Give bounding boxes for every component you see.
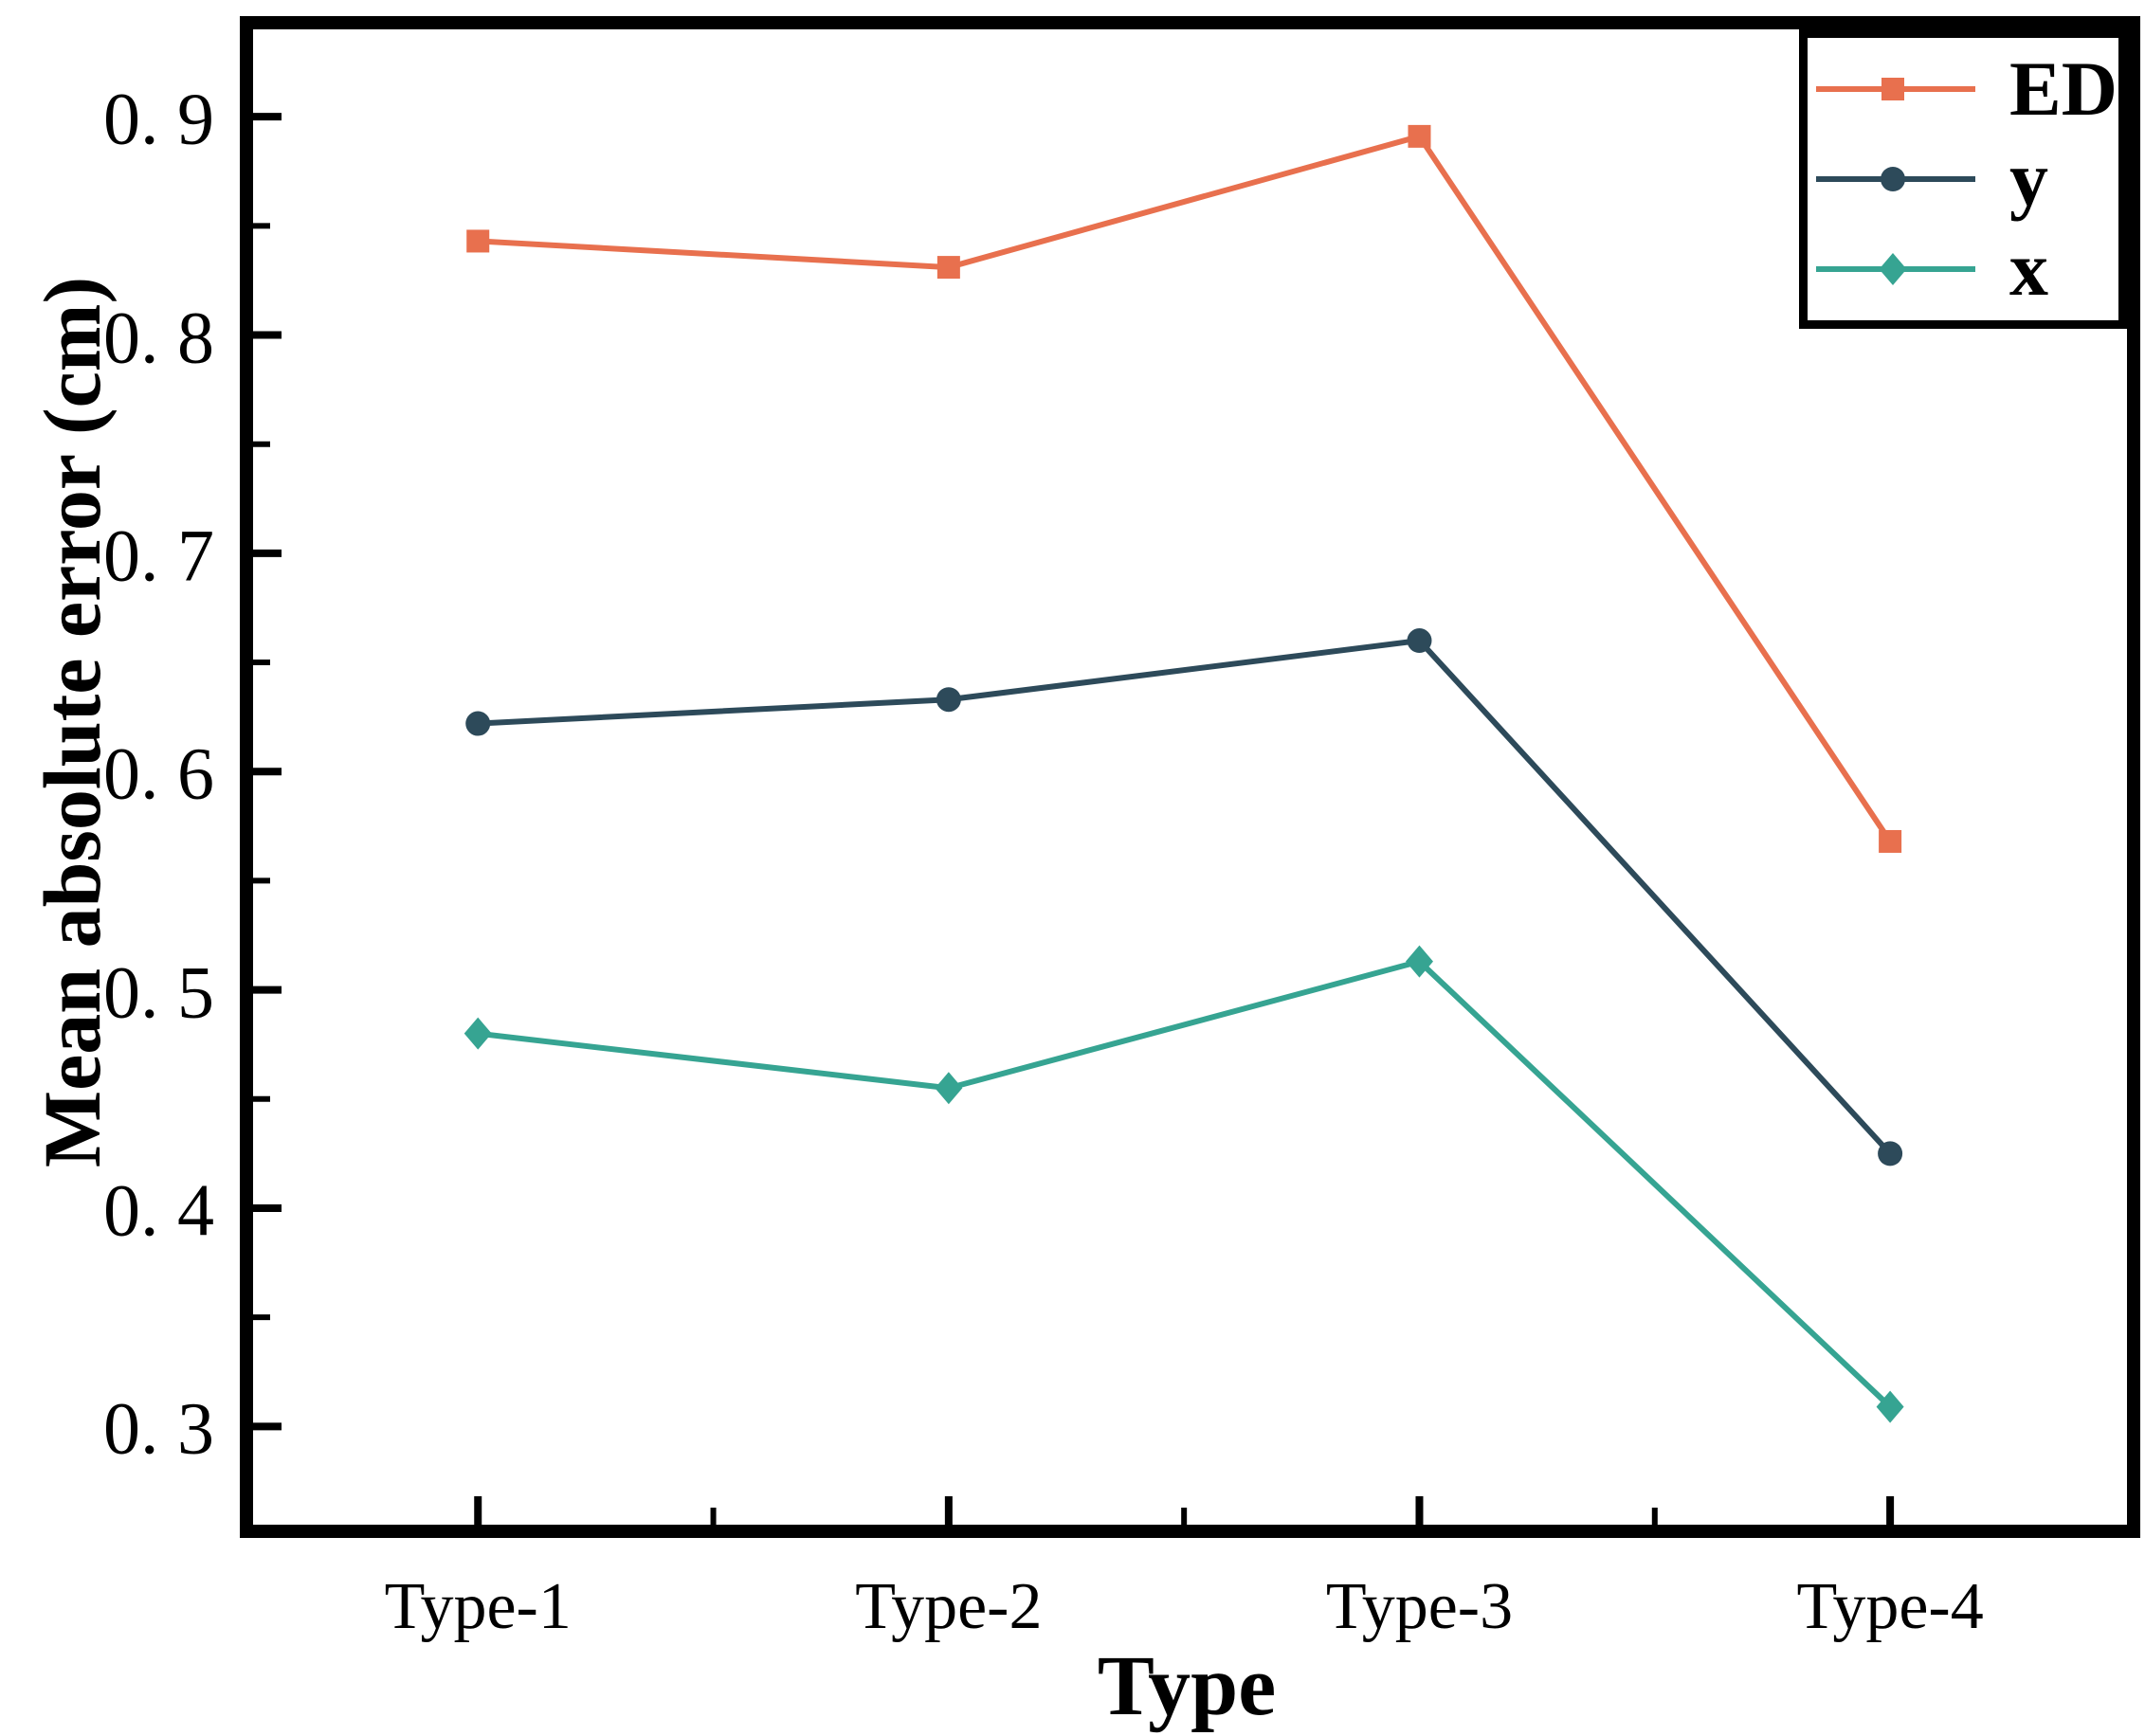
data-point-marker bbox=[464, 1017, 492, 1050]
data-point-marker bbox=[1405, 945, 1433, 978]
data-point-marker bbox=[1879, 829, 1902, 853]
x-tick-label: Type-4 bbox=[1796, 1570, 1984, 1643]
x-tick-label: Type-2 bbox=[855, 1570, 1043, 1643]
x-axis-title: Type bbox=[1097, 1639, 1277, 1733]
y-tick-label: 0. 9 bbox=[103, 77, 214, 160]
data-point-marker bbox=[936, 256, 960, 280]
data-point-marker bbox=[466, 229, 490, 253]
y-tick-label: 0. 5 bbox=[103, 949, 214, 1033]
data-point-marker bbox=[1881, 78, 1904, 100]
y-axis-title: Mean absolute error (cm) bbox=[27, 276, 118, 1168]
data-point-marker bbox=[465, 711, 491, 736]
data-point-marker bbox=[1879, 253, 1907, 285]
legend-entry-label: ED bbox=[2009, 45, 2118, 132]
data-point-marker bbox=[1878, 1141, 1903, 1166]
series-line-y bbox=[478, 637, 1893, 1156]
y-tick-label: 0. 8 bbox=[103, 295, 214, 378]
circle-marker-icon bbox=[1816, 158, 1977, 200]
plot-canvas bbox=[253, 113, 1904, 1525]
y-tick-label: 0. 3 bbox=[103, 1386, 214, 1470]
series-line-ED bbox=[478, 133, 1893, 843]
y-tick-label: 0. 4 bbox=[103, 1168, 214, 1252]
data-point-marker bbox=[935, 1072, 963, 1105]
y-tick-label: 0. 6 bbox=[103, 732, 214, 815]
x-tick-label: Type-1 bbox=[384, 1570, 572, 1643]
legend-entry: x bbox=[1816, 230, 2118, 308]
series-line-x bbox=[477, 958, 1893, 1409]
data-point-marker bbox=[936, 687, 961, 713]
data-point-marker bbox=[1408, 124, 1431, 148]
y-tick-label: 0. 7 bbox=[103, 514, 214, 597]
legend-entry: ED bbox=[1816, 50, 2118, 128]
diamond-marker-icon bbox=[1816, 248, 1977, 290]
x-tick-label: Type-3 bbox=[1325, 1570, 1514, 1643]
data-point-marker bbox=[1881, 167, 1905, 191]
legend: ED y x bbox=[1799, 29, 2127, 329]
legend-entry: y bbox=[1816, 140, 2118, 218]
legend-entry-label: x bbox=[2009, 226, 2048, 312]
data-point-marker bbox=[1876, 1390, 1904, 1423]
data-point-marker bbox=[1407, 628, 1432, 654]
legend-entry-label: y bbox=[2009, 136, 2048, 222]
square-marker-icon bbox=[1816, 68, 1977, 110]
